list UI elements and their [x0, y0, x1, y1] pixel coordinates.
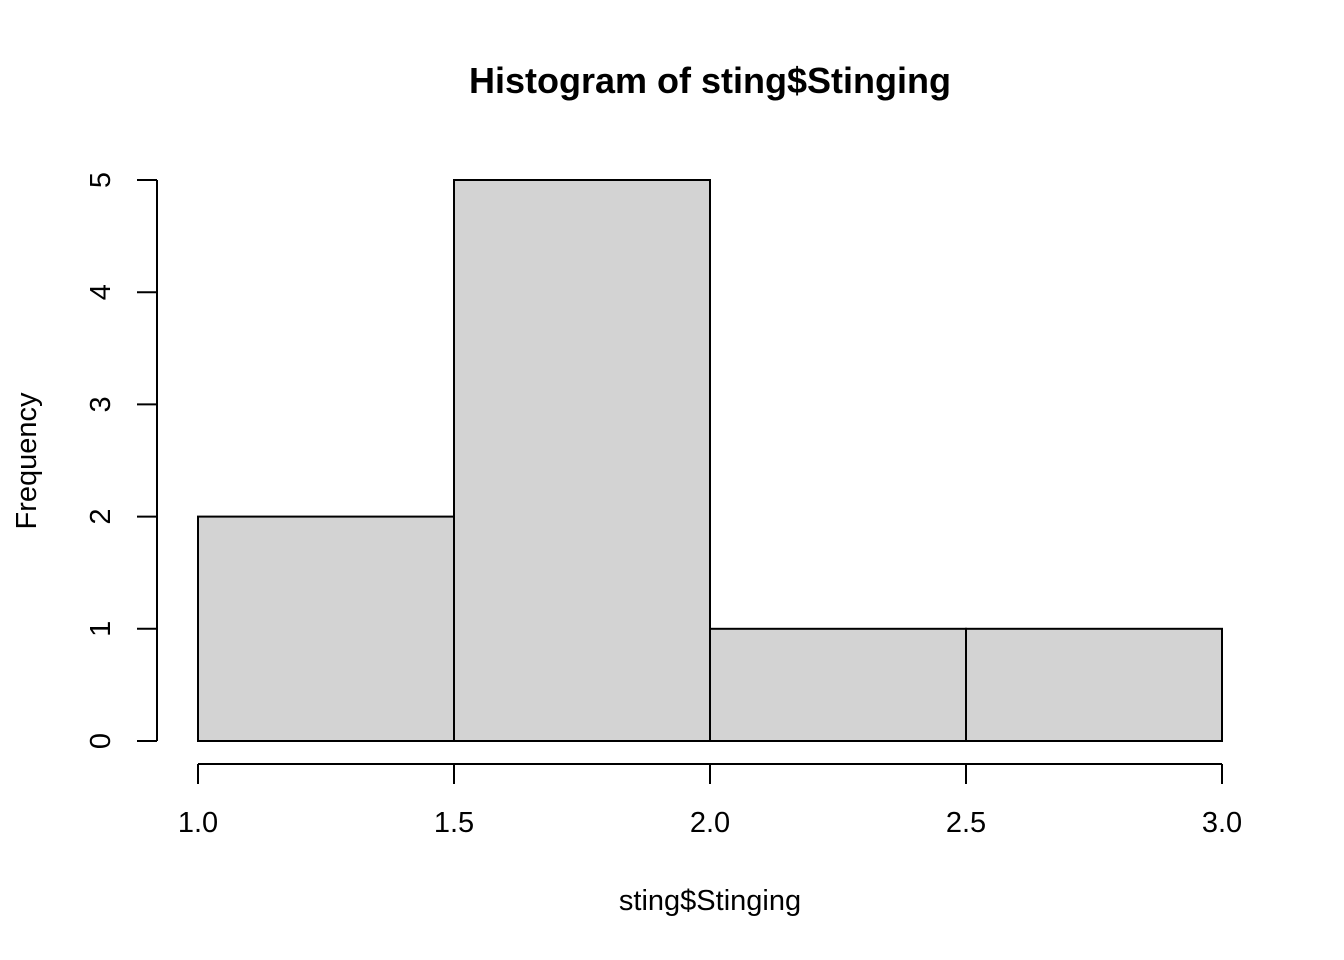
y-tick-label: 2 — [85, 509, 117, 525]
x-axis-label: sting$Stinging — [619, 885, 801, 917]
x-tick-label: 1.5 — [434, 807, 474, 839]
histogram-bar-3 — [709, 627, 967, 742]
histogram-bar-2 — [453, 179, 711, 742]
y-tick-label: 3 — [85, 396, 117, 412]
y-tick-label: 0 — [85, 733, 117, 749]
x-tick-label: 1.0 — [178, 807, 218, 839]
y-axis: 0 1 2 3 4 5 — [85, 172, 158, 749]
histogram-bar-1 — [197, 515, 455, 742]
y-tick-label: 5 — [85, 172, 117, 188]
x-axis: 1.0 1.5 2.0 2.5 3.0 — [178, 763, 1242, 839]
x-tick-label: 3.0 — [1202, 807, 1242, 839]
y-tick-label: 4 — [85, 284, 117, 300]
histogram-bar-4 — [965, 627, 1223, 742]
bars-group — [197, 179, 1223, 742]
x-tick-label: 2.5 — [946, 807, 986, 839]
y-tick-label: 1 — [85, 621, 117, 637]
x-tick-label: 2.0 — [690, 807, 730, 839]
chart-title: Histogram of sting$Stinging — [469, 60, 951, 101]
y-axis-label: Frequency — [11, 392, 43, 530]
